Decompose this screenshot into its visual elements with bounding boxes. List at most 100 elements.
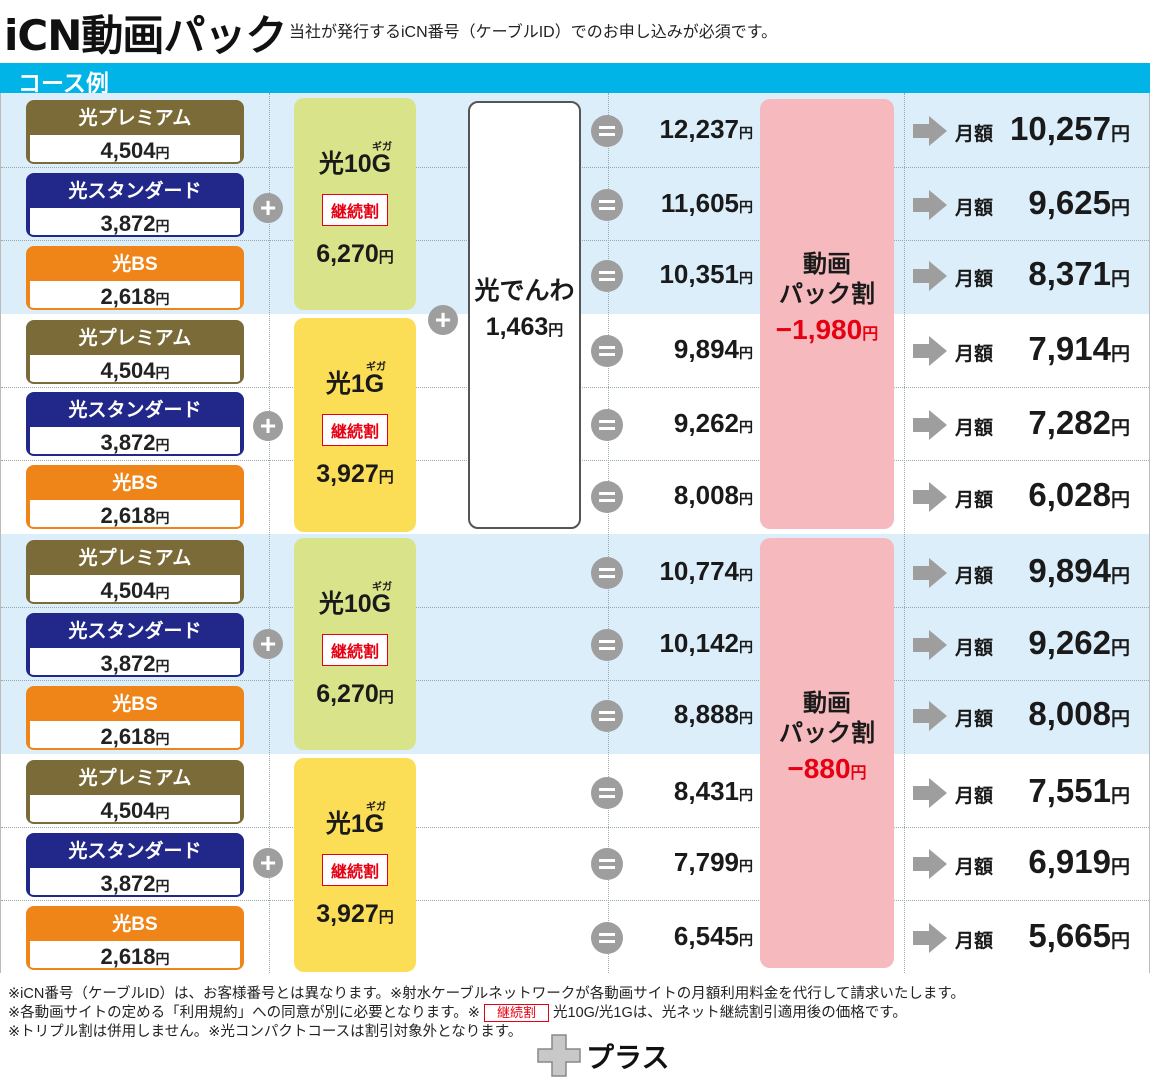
service-name: 光スタンダード (68, 621, 202, 642)
arrow-right-icon (913, 261, 947, 291)
service-card-bs: 光BS 2,618円 (26, 465, 244, 529)
monthly-label: 月額 (955, 857, 994, 878)
service-name: 光プレミアム (78, 768, 192, 789)
arrow-right-icon (913, 701, 947, 731)
section-label: コース例 (18, 70, 109, 96)
internet-name: 光10G ギガ (318, 142, 392, 178)
arrow-right-icon (913, 116, 947, 146)
monthly-price: 10,257円 (1010, 110, 1130, 147)
pack-label-line1: 動画 (803, 251, 851, 278)
monthly-price: 6,919円 (1028, 843, 1130, 880)
equals-icon (591, 335, 623, 367)
service-price: 3,872円 (30, 208, 240, 235)
pack-discount-card: 動画 パック割 −1,980円 (760, 99, 894, 529)
service-card-premium: 光プレミアム 4,504円 (26, 100, 244, 164)
monthly-label: 月額 (955, 638, 994, 659)
equals-icon (591, 629, 623, 661)
footnotes: ※iCN番号（ケーブルID）は、お客様番号とは異なります。※射水ケーブルネットワ… (8, 985, 965, 1042)
subtotal-price: 8,431円 (673, 776, 753, 806)
subtotal-price: 12,237円 (659, 114, 753, 144)
subtotal-price: 9,262円 (673, 408, 753, 438)
footnote-line: ※トリプル割は併用しません。※光コンパクトコースは割引対象外となります。 (8, 1024, 523, 1040)
plus-icon: + (253, 193, 283, 223)
monthly-label: 月額 (955, 198, 994, 219)
subtotal-price: 10,774円 (659, 556, 753, 586)
column-divider (269, 93, 270, 973)
column-divider (904, 93, 905, 973)
subtotal-price: 9,894円 (673, 334, 753, 364)
service-card-premium: 光プレミアム 4,504円 (26, 320, 244, 384)
monthly-label: 月額 (955, 269, 994, 290)
monthly-label: 月額 (955, 490, 994, 511)
row-divider (1, 680, 1149, 681)
service-card-bs: 光BS 2,618円 (26, 686, 244, 750)
service-price: 2,618円 (30, 721, 240, 748)
footnote-line: ※各動画サイトの定める「利用規約」への同意が別に必要となります。※ 継続割 光1… (8, 1004, 907, 1022)
arrow-right-icon (913, 630, 947, 660)
arrow-right-icon (913, 410, 947, 440)
equals-icon (591, 848, 623, 880)
phone-price: 1,463円 (485, 313, 564, 341)
internet-card-10g: 光10G ギガ 継続割 6,270円 (294, 98, 416, 310)
service-name: 光スタンダード (68, 400, 202, 421)
service-price: 4,504円 (30, 355, 240, 382)
arrow-right-icon (913, 923, 947, 953)
monthly-label: 月額 (955, 124, 994, 145)
row-divider (1, 900, 1149, 901)
subtotal-price: 8,888円 (673, 699, 753, 729)
plus-icon: + (253, 848, 283, 878)
service-price: 2,618円 (30, 281, 240, 308)
service-card-bs: 光BS 2,618円 (26, 906, 244, 970)
service-price: 3,872円 (30, 868, 240, 895)
service-name: 光プレミアム (78, 328, 192, 349)
equals-icon (591, 777, 623, 809)
subtotal-price: 8,008円 (673, 480, 753, 510)
arrow-right-icon (913, 849, 947, 879)
continuation-discount-badge: 継続割 (321, 854, 388, 886)
footnote-line: ※iCN番号（ケーブルID）は、お客様番号とは異なります。※射水ケーブルネットワ… (8, 986, 965, 1002)
internet-price: 6,270円 (316, 240, 394, 268)
internet-name: 光10G ギガ (318, 582, 392, 618)
monthly-price: 9,262円 (1028, 624, 1130, 661)
monthly-price: 7,551円 (1028, 772, 1130, 809)
continuation-discount-badge: 継続割 (483, 1004, 549, 1022)
equals-icon (591, 922, 623, 954)
subtotal-price: 6,545円 (673, 921, 753, 951)
internet-name: 光1G ギガ (325, 802, 386, 838)
brand-name: プラス (586, 1042, 670, 1073)
equals-icon (591, 260, 623, 292)
internet-price: 3,927円 (316, 460, 394, 488)
service-name: 光BS (112, 254, 158, 275)
monthly-label: 月額 (955, 709, 994, 730)
page-title: iCN動画パック (4, 11, 287, 60)
service-price: 2,618円 (30, 500, 240, 527)
monthly-price: 8,371円 (1028, 255, 1130, 292)
service-name: 光スタンダード (68, 841, 202, 862)
column-divider (608, 93, 609, 973)
service-card-standard: 光スタンダード 3,872円 (26, 833, 244, 897)
pack-label-line2: パック割 (779, 720, 875, 747)
service-card-standard: 光スタンダード 3,872円 (26, 392, 244, 456)
service-price: 4,504円 (30, 135, 240, 162)
internet-card-1g: 光1G ギガ 継続割 3,927円 (294, 758, 416, 972)
arrow-right-icon (913, 336, 947, 366)
monthly-label: 月額 (955, 344, 994, 365)
service-card-standard: 光スタンダード 3,872円 (26, 613, 244, 677)
internet-price: 3,927円 (316, 900, 394, 928)
arrow-right-icon (913, 778, 947, 808)
service-price: 3,872円 (30, 427, 240, 454)
monthly-label: 月額 (955, 786, 994, 807)
service-card-standard: 光スタンダード 3,872円 (26, 173, 244, 237)
continuation-discount-badge: 継続割 (321, 194, 388, 226)
plus-logo-icon (537, 1034, 581, 1077)
plus-icon: + (253, 629, 283, 659)
monthly-price: 7,914円 (1028, 330, 1130, 367)
service-card-premium: 光プレミアム 4,504円 (26, 540, 244, 604)
service-price: 3,872円 (30, 648, 240, 675)
internet-card-10g: 光10G ギガ 継続割 6,270円 (294, 538, 416, 750)
pack-discount-amount: −1,980円 (775, 314, 879, 345)
plus-icon: + (253, 411, 283, 441)
pack-discount-card: 動画 パック割 −880円 (760, 538, 894, 968)
service-price: 4,504円 (30, 575, 240, 602)
